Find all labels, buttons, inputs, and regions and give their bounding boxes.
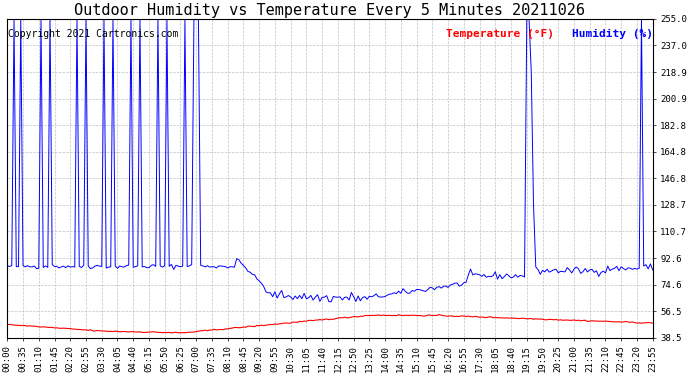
Text: Humidity (%): Humidity (%) [572,28,653,39]
Title: Outdoor Humidity vs Temperature Every 5 Minutes 20211026: Outdoor Humidity vs Temperature Every 5 … [75,3,586,18]
Text: Copyright 2021 Cartronics.com: Copyright 2021 Cartronics.com [8,28,178,39]
Text: Temperature (°F): Temperature (°F) [446,28,554,39]
